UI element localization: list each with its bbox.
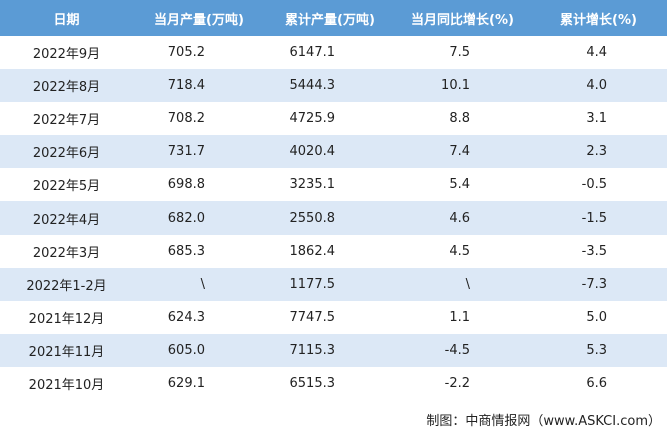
header-cell: 当月同比增长(%) <box>411 12 514 28</box>
table-cell: \ <box>465 276 470 292</box>
header-cell: 日期 <box>53 12 80 28</box>
table-row: 2022年8月 718.4 5444.3 10.1 4.0 <box>0 69 667 103</box>
table-row: 2022年9月 705.2 6147.1 7.5 4.4 <box>0 36 667 69</box>
table-cell: 7747.5 <box>289 309 336 325</box>
table-cell: 8.8 <box>449 111 470 127</box>
table-cell: 2550.8 <box>289 210 336 226</box>
table-cell: 2022年4月 <box>32 212 101 228</box>
header-cell: 累计产量(万吨) <box>285 12 375 28</box>
header-row: 日期 当月产量(万吨) 累计产量(万吨) 当月同比增长(%) 累计增长(%) <box>0 0 667 36</box>
table-cell: 629.1 <box>167 375 205 391</box>
table-cell: 4020.4 <box>289 144 336 160</box>
table-cell: 2021年12月 <box>28 311 105 327</box>
table-cell: \ <box>200 276 205 292</box>
table-cell: -0.5 <box>581 177 607 193</box>
table-cell: 6147.1 <box>289 45 336 61</box>
table-cell: 2022年6月 <box>32 146 101 162</box>
table-cell: 2021年10月 <box>28 377 105 393</box>
table-cell: 705.2 <box>167 45 205 61</box>
table-cell: 708.2 <box>167 111 205 127</box>
table-cell: 6.6 <box>586 375 607 391</box>
table-row: 2022年6月 731.7 4020.4 7.4 2.3 <box>0 135 667 169</box>
table-cell: 4725.9 <box>289 111 336 127</box>
table-cell: 2022年1-2月 <box>26 278 107 294</box>
footer: 制图：中商情报网（www.ASKCI.com） <box>426 414 661 429</box>
table-cell: 1862.4 <box>289 243 336 259</box>
table-row: 2021年11月 605.0 7115.3 -4.5 5.3 <box>0 333 667 367</box>
table-cell: 7.5 <box>449 45 470 61</box>
table-cell: -7.3 <box>581 276 607 292</box>
table-row: 2021年10月 629.1 6515.3 -2.2 6.6 <box>0 367 667 400</box>
table-cell: 7.4 <box>449 144 470 160</box>
table-row: 2022年5月 698.8 3235.1 5.4 -0.5 <box>0 168 667 201</box>
table-cell: 5.4 <box>449 177 470 193</box>
table-cell: 718.4 <box>167 78 205 94</box>
table-cell: 2.3 <box>586 144 607 160</box>
table-row: 2022年3月 685.3 1862.4 4.5 -3.5 <box>0 235 667 268</box>
table-cell: 5.0 <box>586 309 607 325</box>
table-cell: 7115.3 <box>289 342 336 358</box>
table-cell: 624.3 <box>167 309 205 325</box>
table-row: 2021年12月 624.3 7747.5 1.1 5.0 <box>0 301 667 334</box>
table-cell: 6515.3 <box>289 375 336 391</box>
header-cell: 累计增长(%) <box>560 12 637 28</box>
table-cell: 682.0 <box>167 210 205 226</box>
table-cell: -1.5 <box>581 210 607 226</box>
table-cell: -2.2 <box>444 375 470 391</box>
table-cell: 2022年5月 <box>32 179 101 195</box>
table-cell: 731.7 <box>167 144 205 160</box>
table-row: 2022年7月 708.2 4725.9 8.8 3.1 <box>0 102 667 135</box>
table-cell: 5444.3 <box>289 78 336 94</box>
table-cell: 2022年9月 <box>32 47 101 63</box>
table-row: 2022年4月 682.0 2550.8 4.6 -1.5 <box>0 201 667 235</box>
table-cell: 2021年11月 <box>28 344 105 360</box>
table-cell: 605.0 <box>167 342 205 358</box>
table-cell: 5.3 <box>586 342 607 358</box>
header-cell: 当月产量(万吨) <box>154 12 244 28</box>
table-cell: 4.4 <box>586 45 607 61</box>
table-cell: 4.6 <box>449 210 470 226</box>
table-cell: -4.5 <box>444 342 470 358</box>
table: 日期 当月产量(万吨) 累计产量(万吨) 当月同比增长(%) 累计增长(%) 2022年9… <box>0 0 667 400</box>
table-cell: 4.0 <box>586 78 607 94</box>
table-cell: 4.5 <box>449 243 470 259</box>
table-cell: 1177.5 <box>289 276 336 292</box>
table-row: 2022年1-2月 \ 1177.5 \ -7.3 <box>0 267 667 301</box>
table-cell: 2022年8月 <box>32 80 101 96</box>
table-cell: 2022年3月 <box>32 245 101 261</box>
table-cell: 685.3 <box>167 243 205 259</box>
table-cell: -3.5 <box>581 243 607 259</box>
table-cell: 1.1 <box>449 309 470 325</box>
table-cell: 10.1 <box>441 78 470 94</box>
table-cell: 698.8 <box>167 177 205 193</box>
table-cell: 2022年7月 <box>32 113 101 129</box>
table-cell: 3235.1 <box>289 177 336 193</box>
table-cell: 3.1 <box>586 111 607 127</box>
